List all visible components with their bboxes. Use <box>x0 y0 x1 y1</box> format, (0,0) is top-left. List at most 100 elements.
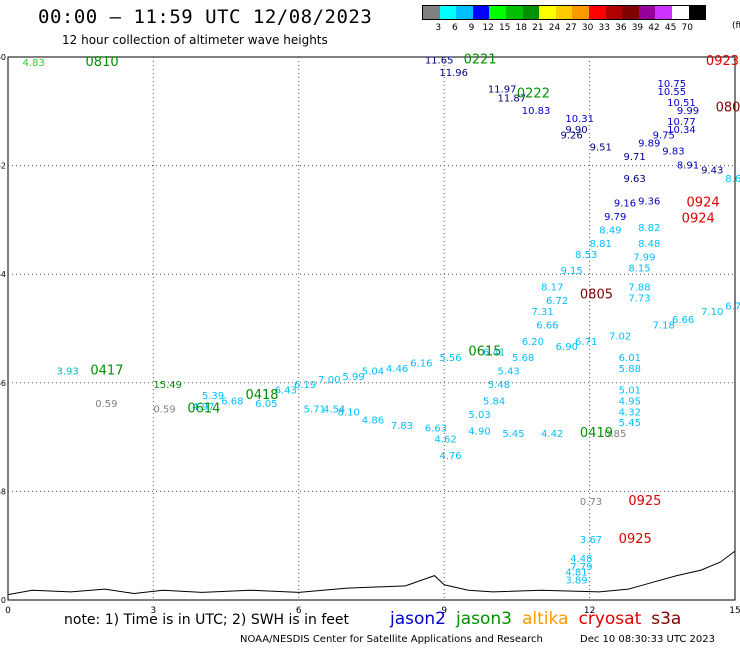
wave-height-label: 8.49 <box>599 225 621 236</box>
colorbar-label: 21 <box>532 23 544 33</box>
wave-height-label: 5.99 <box>342 372 364 383</box>
colorbar-label: 39 <box>631 23 644 33</box>
colorbar-label: 24 <box>548 23 561 33</box>
wave-height-label: 5.04 <box>362 367 384 378</box>
wave-height-label: 4.42 <box>541 429 563 440</box>
track-time-label: 0417 <box>90 364 123 379</box>
wave-height-label: 9.71 <box>624 152 646 163</box>
wave-height-label: 7.02 <box>609 331 631 342</box>
wave-height-label: 6.01 <box>619 353 641 364</box>
x-tick-label: 12 <box>584 606 595 616</box>
wave-height-label: 5.45 <box>502 429 524 440</box>
wave-height-label: 9.51 <box>590 142 612 153</box>
wave-height-label: 9.43 <box>701 166 723 177</box>
colorbar-unit: (ft) <box>732 21 740 31</box>
x-tick-label: 3 <box>151 606 157 616</box>
wave-height-label: 8.53 <box>575 250 597 261</box>
wave-height-label: 6.68 <box>221 397 243 408</box>
footer-date: Dec 10 08:30:33 UTC 2023 <box>580 634 715 645</box>
wave-height-label: 4.95 <box>619 397 641 408</box>
colorbar-label: 3 <box>435 23 442 33</box>
colorbar-labels: 3 6 9 12 15 18 21 24 27 30 33 36 39 42 45 70 <box>422 23 706 33</box>
wave-height-label: 9.90 <box>565 125 587 136</box>
colorbar-swatch <box>472 6 490 19</box>
y-tick-label: -68 <box>0 487 6 496</box>
wave-height-label: 5.01 <box>619 386 641 397</box>
y-tick-label: -62 <box>0 162 6 171</box>
colorbar-label: 27 <box>565 23 577 33</box>
wave-height-label: 6.41 <box>483 348 505 359</box>
wave-height-label: 4.97 <box>192 402 214 413</box>
colorbar-swatch <box>505 6 523 19</box>
colorbar-label: 33 <box>598 23 610 33</box>
wave-height-label: 5.56 <box>439 353 461 364</box>
wave-height-label: 7.18 <box>653 321 675 332</box>
legend-cryosat: cryosat <box>578 609 642 629</box>
wave-height-label: 9.26 <box>561 130 583 141</box>
wave-height-label: 6.71 <box>575 337 597 348</box>
colorbar-label: 18 <box>515 23 527 33</box>
wave-height-label: 3.89 <box>565 576 587 587</box>
wave-height-label: 7.83 <box>391 421 413 432</box>
wave-height-label: 8.81 <box>590 239 612 250</box>
track-time-label: 0804 <box>716 100 740 115</box>
wave-height-label: 4.76 <box>439 451 461 462</box>
wave-height-label: 5.43 <box>498 367 520 378</box>
track-time-label: 0923 <box>706 54 739 69</box>
wave-height-label: 7.79 <box>570 562 592 573</box>
track-time-label: 0221 <box>464 53 497 68</box>
track-time-label: 0614 <box>187 402 220 417</box>
wave-height-label: 0.59 <box>95 399 117 410</box>
colorbar-swatch <box>439 6 457 19</box>
x-tick-label: 0 <box>5 606 11 616</box>
wave-height-label: 0.59 <box>153 405 175 416</box>
wave-height-label: 5.45 <box>619 418 641 429</box>
y-tick-label: -60 <box>0 53 6 62</box>
colorbar-swatch <box>688 6 706 19</box>
wave-height-label: 9.89 <box>638 139 660 150</box>
wave-height-label: 7.10 <box>701 307 723 318</box>
wave-height-label: 8.10 <box>338 407 360 418</box>
plot-frame <box>7 56 736 601</box>
colorbar-swatch <box>671 6 689 19</box>
wave-height-label: 11.97 <box>488 84 517 95</box>
wave-height-label: 7.31 <box>531 307 553 318</box>
wave-height-label: 10.55 <box>657 87 686 98</box>
wave-height-label: 0.73 <box>580 497 602 508</box>
wave-height-label: 4.86 <box>362 416 384 427</box>
wave-height-label: 10.31 <box>565 114 594 125</box>
colorbar-label: 9 <box>468 23 475 33</box>
wave-height-label: 4.81 <box>565 568 587 579</box>
legend-jason3: jason3 <box>456 609 512 629</box>
wave-height-label: 5.88 <box>619 364 641 375</box>
colorbar-label: 70 <box>681 23 693 33</box>
track-time-label: 0924 <box>687 195 720 210</box>
wave-height-label: 4.83 <box>23 58 45 69</box>
wave-height-label: 6.19 <box>294 380 316 391</box>
wave-height-label: 6.20 <box>522 337 544 348</box>
wave-height-label: 6.66 <box>672 315 694 326</box>
colorbar-swatch <box>572 6 589 19</box>
wave-height-label: 4.46 <box>386 364 408 375</box>
wave-height-label: 5.03 <box>468 410 490 421</box>
x-tick-label: 9 <box>441 606 447 616</box>
colorbar-swatch <box>655 6 672 19</box>
wave-height-label: 7.00 <box>318 375 340 386</box>
legend-s3a: s3a <box>651 609 682 629</box>
wave-height-label: 8.48 <box>638 239 660 250</box>
chart-subtitle: 12 hour collection of altimeter wave hei… <box>62 33 328 47</box>
colorbar-swatch <box>539 6 556 19</box>
wave-height-label: 11.96 <box>439 68 468 79</box>
wave-height-label: 5.39 <box>202 391 224 402</box>
y-tick-label: -64 <box>0 270 6 279</box>
wave-height-label: 10.83 <box>522 106 551 117</box>
wave-height-label: 6.66 <box>536 321 558 332</box>
wave-height-label: 8.91 <box>677 160 699 171</box>
colorbar-label: 36 <box>615 23 627 33</box>
wave-height-label: 0.85 <box>604 429 626 440</box>
wave-height-label: 10.75 <box>657 79 686 90</box>
wave-height-label: 10.51 <box>667 98 696 109</box>
x-tick-label: 6 <box>296 606 302 616</box>
